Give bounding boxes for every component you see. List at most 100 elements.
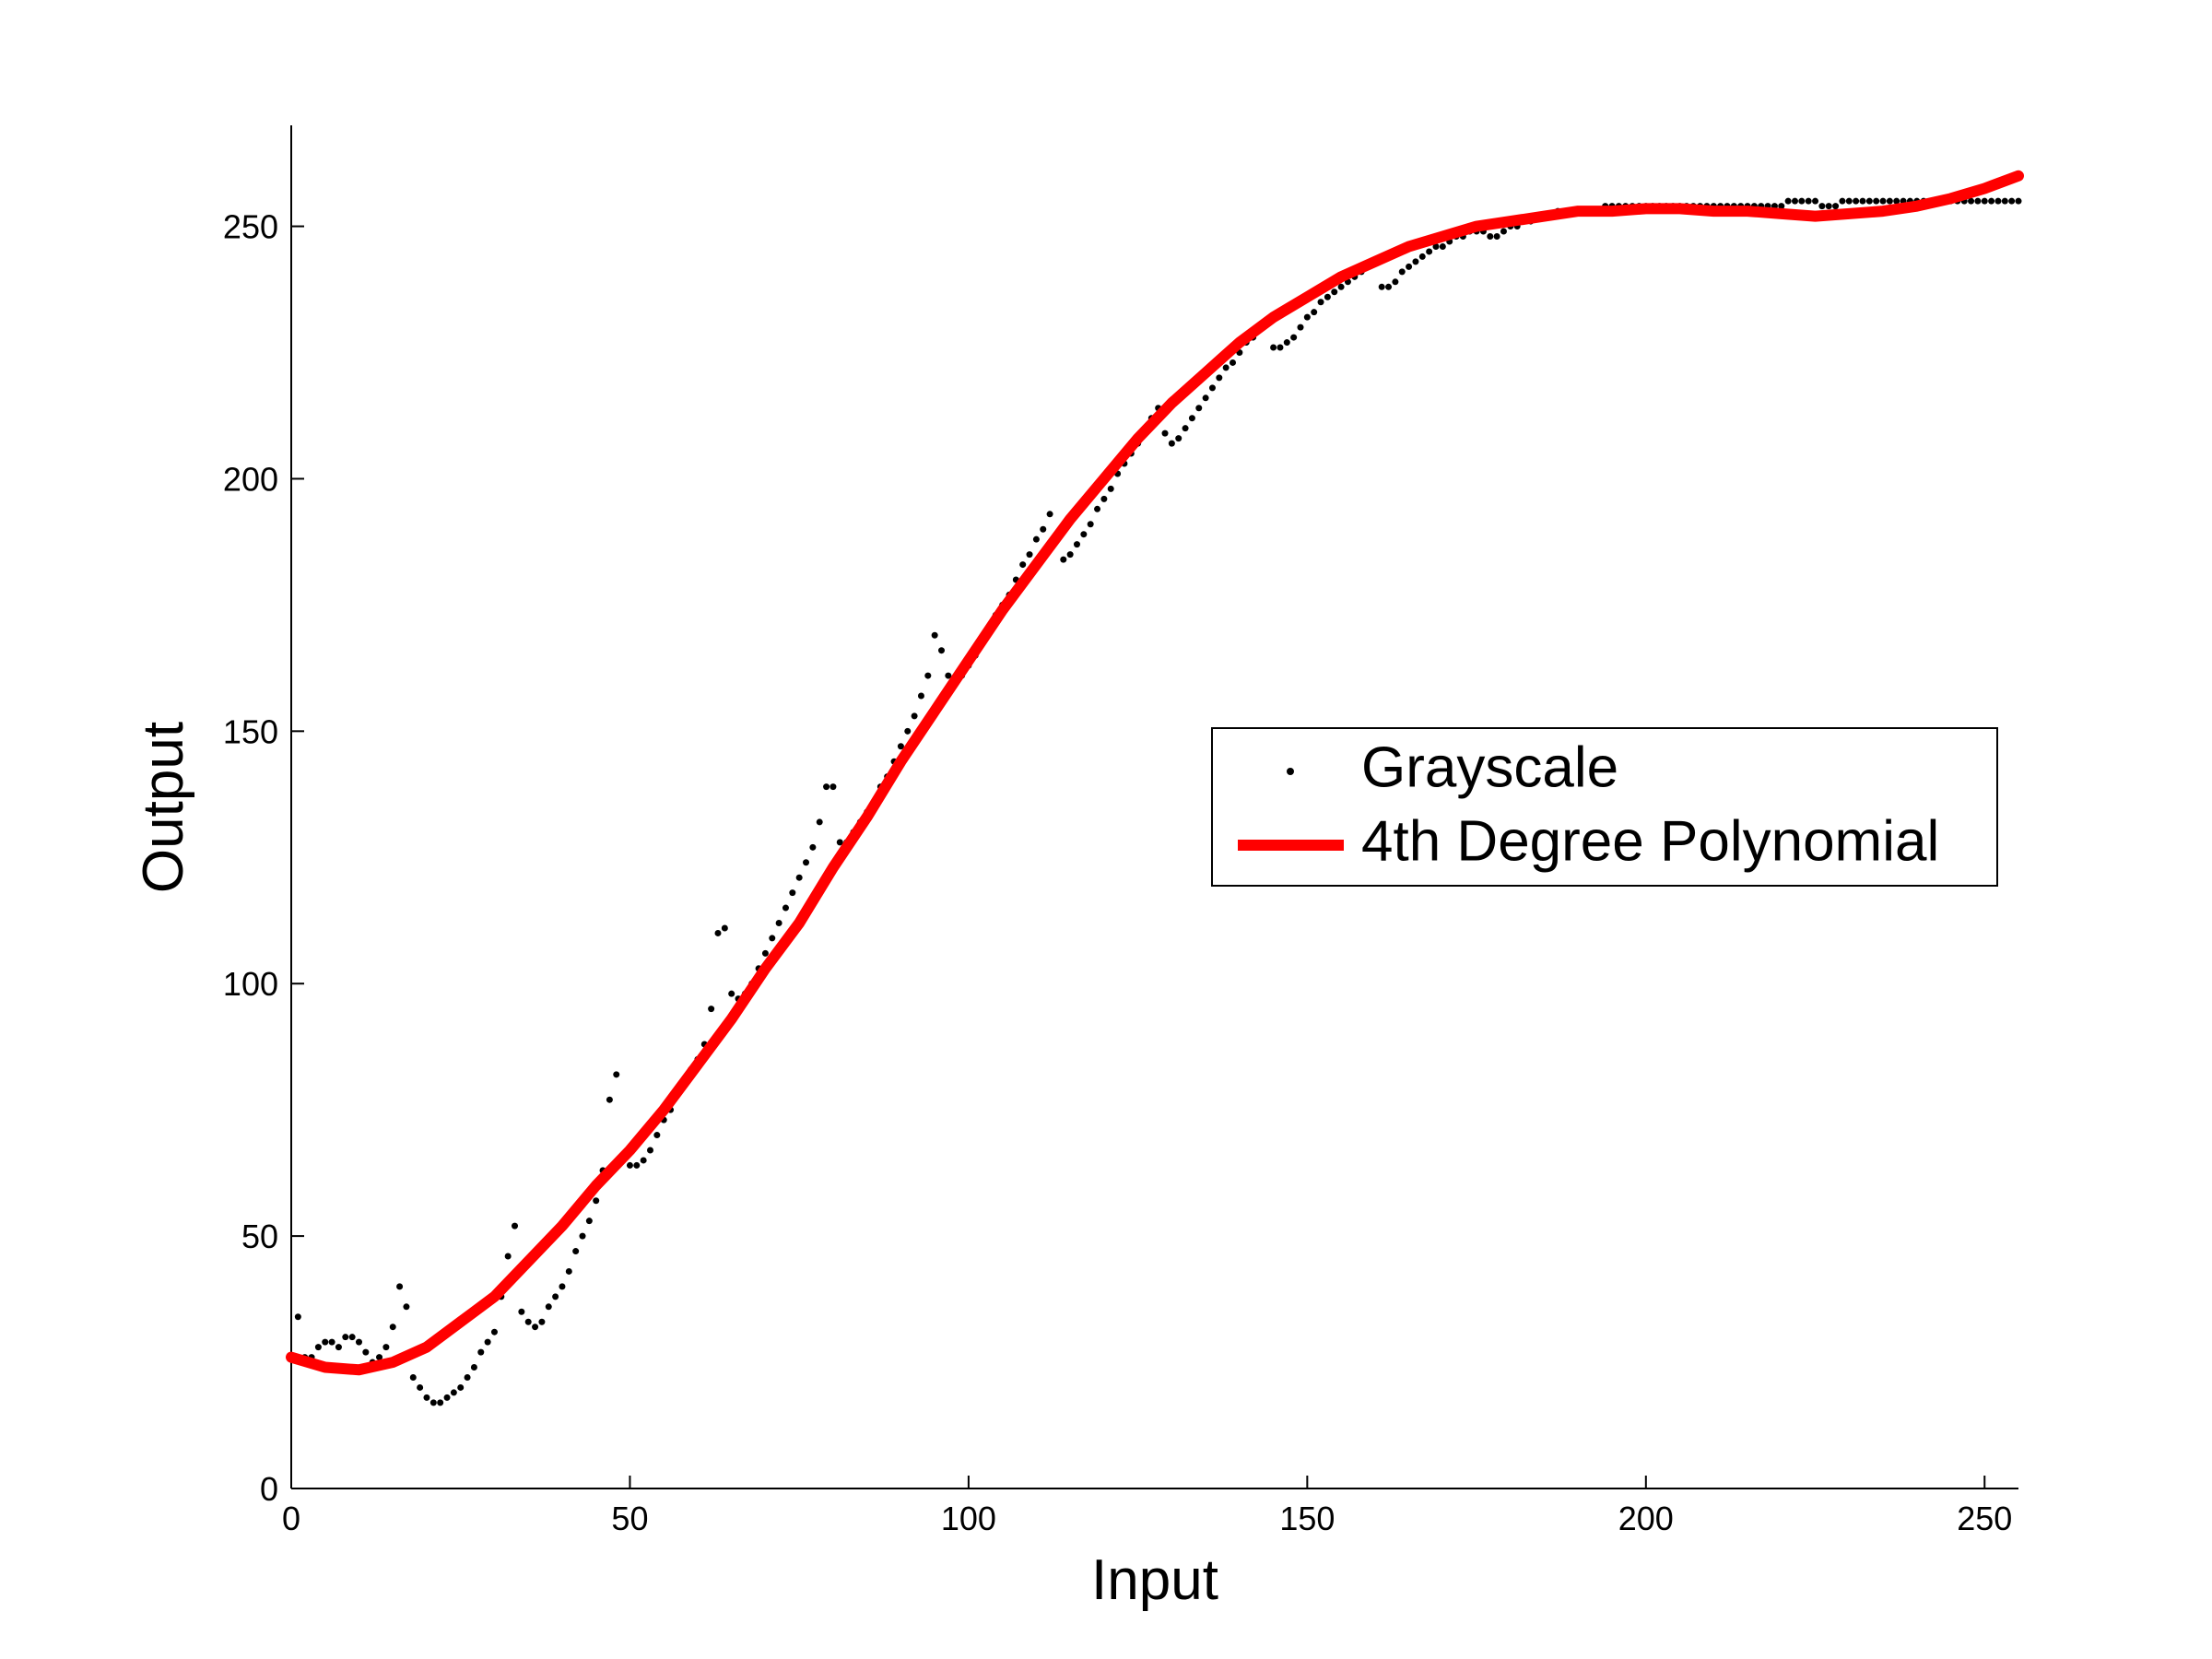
data-point <box>613 1071 620 1078</box>
data-point <box>836 839 843 846</box>
data-point <box>565 1267 572 1275</box>
data-point <box>1974 197 1982 205</box>
data-point <box>1168 440 1175 447</box>
data-point <box>572 1248 580 1255</box>
data-point <box>1324 293 1331 300</box>
data-point <box>1487 233 1494 241</box>
data-point <box>1378 283 1385 290</box>
data-point <box>559 1283 566 1290</box>
data-point <box>714 929 722 936</box>
data-point <box>708 1006 715 1013</box>
data-point <box>1080 531 1088 538</box>
data-point <box>1886 197 1893 205</box>
data-point <box>1208 384 1216 392</box>
data-point <box>1046 511 1053 518</box>
data-point <box>606 1096 613 1103</box>
data-point <box>328 1338 335 1346</box>
data-point <box>1784 197 1792 205</box>
data-point <box>1100 495 1108 502</box>
data-point <box>1337 283 1345 290</box>
data-point <box>484 1338 491 1346</box>
data-point <box>355 1338 362 1346</box>
data-point <box>809 843 817 851</box>
data-point <box>389 1324 396 1331</box>
data-point <box>1094 505 1101 512</box>
data-point <box>1865 197 1873 205</box>
data-point <box>945 672 952 679</box>
legend-label: Grayscale <box>1361 735 1618 799</box>
data-point <box>803 859 810 866</box>
data-point <box>1893 197 1900 205</box>
data-point <box>443 1394 451 1401</box>
data-point <box>1230 359 1237 366</box>
data-point <box>1839 197 1846 205</box>
data-point <box>409 1373 417 1381</box>
data-point <box>1073 541 1080 548</box>
data-point <box>538 1318 546 1325</box>
data-point <box>362 1348 370 1356</box>
data-point <box>545 1303 552 1311</box>
data-point <box>1873 197 1880 205</box>
data-point <box>917 692 924 700</box>
data-point <box>524 1318 532 1325</box>
data-point <box>342 1334 349 1341</box>
data-point <box>1981 197 1988 205</box>
y-tick-label: 150 <box>223 712 278 750</box>
legend-marker <box>1287 768 1294 775</box>
data-point <box>795 874 803 881</box>
data-point <box>761 949 769 957</box>
data-point <box>816 818 823 826</box>
data-point <box>823 783 830 791</box>
data-point <box>1798 197 1806 205</box>
data-point <box>911 712 918 720</box>
data-point <box>376 1354 383 1361</box>
data-point <box>1385 283 1393 290</box>
data-point <box>2008 197 2016 205</box>
x-tick-label: 50 <box>611 1500 648 1537</box>
fit-line <box>286 170 2024 1376</box>
data-point <box>1290 334 1298 341</box>
data-point <box>1500 228 1507 235</box>
data-point <box>1175 435 1182 442</box>
data-point <box>1311 309 1318 316</box>
data-point <box>1026 551 1033 559</box>
data-point <box>2015 197 2022 205</box>
data-point <box>477 1348 485 1356</box>
data-point <box>904 727 912 735</box>
x-tick-label: 0 <box>282 1500 300 1537</box>
data-point <box>1493 233 1500 241</box>
data-point <box>294 1313 301 1321</box>
data-point <box>512 1222 519 1230</box>
data-point <box>897 743 904 750</box>
data-point <box>437 1399 444 1406</box>
data-point <box>335 1344 342 1351</box>
data-point <box>464 1373 471 1381</box>
data-point <box>1406 263 1413 270</box>
data-point <box>579 1232 586 1240</box>
data-point <box>1845 197 1853 205</box>
data-point <box>348 1334 356 1341</box>
data-point <box>504 1253 512 1260</box>
data-point <box>1439 242 1446 250</box>
data-point <box>1188 415 1195 422</box>
data-point <box>585 1218 593 1225</box>
data-point <box>1107 485 1114 492</box>
data-point <box>1297 324 1304 331</box>
data-point <box>1222 364 1230 371</box>
data-point <box>1303 313 1311 321</box>
data-point <box>423 1394 430 1401</box>
data-point <box>1087 521 1094 528</box>
data-point <box>1778 203 1785 210</box>
data-point <box>403 1303 410 1311</box>
data-point <box>769 935 776 942</box>
data-point <box>382 1344 390 1351</box>
data-point <box>1791 197 1798 205</box>
data-point <box>782 904 789 912</box>
data-point <box>1812 197 1819 205</box>
x-axis-label: Input <box>1091 1548 1218 1612</box>
data-point <box>1825 203 1832 210</box>
data-point <box>1161 429 1169 437</box>
y-tick-label: 50 <box>241 1218 278 1255</box>
data-point <box>1418 253 1426 260</box>
